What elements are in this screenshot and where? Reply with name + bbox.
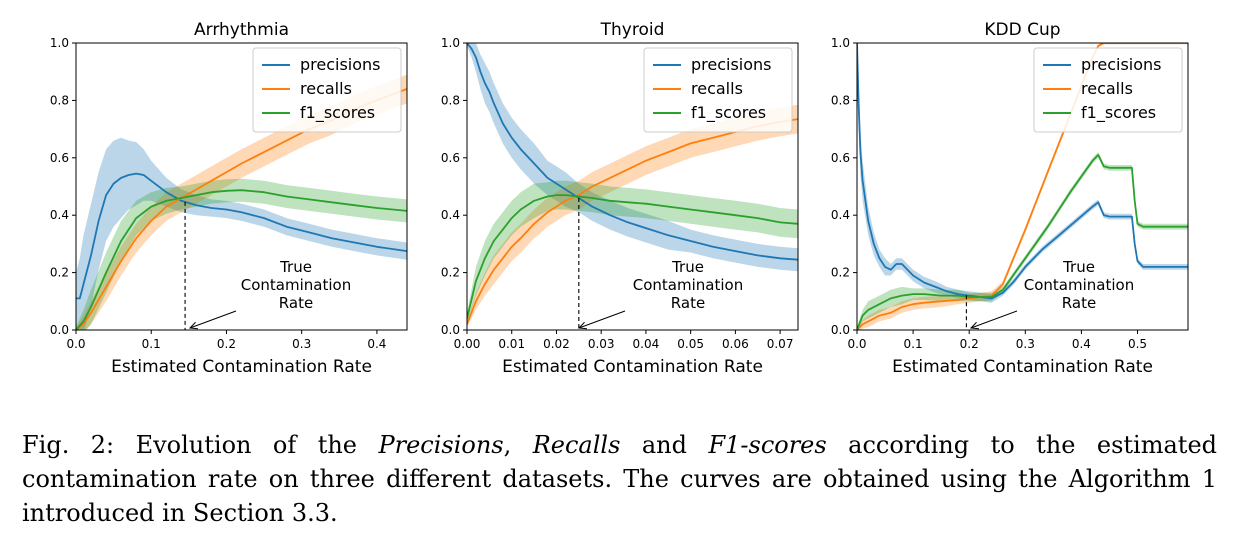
legend-label-f1_scores: f1_scores <box>1081 103 1156 123</box>
panel-arrhythmia: 0.0 0.1 0.2 0.3 0.4 0.0 0.2 0.4 0.6 0.8 1.0 Arrhyth… <box>50 20 408 377</box>
legend-label-recalls: recalls <box>691 79 743 98</box>
annotation-line: Rate <box>1062 294 1096 312</box>
band-f1_scores <box>76 178 407 330</box>
legend: precisions recalls f1_scores <box>1033 47 1183 133</box>
caption-term-precisions: Precisions <box>378 431 504 459</box>
y-tick-label: 0.0 <box>50 323 69 337</box>
y-tick-label: 0.2 <box>441 266 460 280</box>
band-precisions <box>467 43 798 272</box>
line-precisions <box>467 43 798 261</box>
y-tick-label: 0.0 <box>831 323 850 337</box>
x-axis-label: Estimated Contamination Rate <box>892 357 1153 377</box>
axes-frame <box>75 42 408 331</box>
legend-label-precisions: precisions <box>300 55 381 74</box>
panel-title: KDD Cup <box>984 20 1060 40</box>
y-tick-label: 0.8 <box>831 93 850 107</box>
y-tick-label: 0.8 <box>50 93 69 107</box>
annotation-line: True <box>279 258 312 276</box>
x-tick-label: 0.0 <box>847 337 866 351</box>
x-tick-label: 0.05 <box>677 337 704 351</box>
line-precisions <box>857 43 1188 300</box>
legend: precisions recalls f1_scores <box>643 47 793 133</box>
annotation-arrow <box>970 310 1018 329</box>
band-f1_scores <box>467 180 798 325</box>
x-tick-label: 0.1 <box>904 337 923 351</box>
y-tick-label: 0.6 <box>831 151 850 165</box>
legend-box <box>1033 47 1183 133</box>
annotation-arrowhead <box>577 321 588 330</box>
line-f1_scores <box>467 194 798 319</box>
x-tick-label: 0.4 <box>1072 337 1091 351</box>
y-tick-label: 0.2 <box>50 266 69 280</box>
panel-title: Thyroid <box>600 20 665 40</box>
y-tick-label: 0.8 <box>441 93 460 107</box>
legend: precisions recalls f1_scores <box>252 47 402 133</box>
legend-label-f1_scores: f1_scores <box>300 103 375 123</box>
legend-label-recalls: recalls <box>300 79 352 98</box>
caption-sep-2: and <box>620 431 709 459</box>
x-tick-label: 0.01 <box>498 337 525 351</box>
annotation-arrow <box>578 310 626 329</box>
annotation-line: Contamination <box>1024 276 1134 294</box>
y-tick-label: 0.6 <box>441 151 460 165</box>
axes-frame <box>856 42 1189 331</box>
annotation-line: Rate <box>671 294 705 312</box>
legend-label-f1_scores: f1_scores <box>691 103 766 123</box>
caption-rest: according to the estimated contamination… <box>22 431 1218 527</box>
x-tick-label: 0.3 <box>292 337 311 351</box>
x-tick-label: 0.06 <box>722 337 749 351</box>
figure-panels: 0.0 0.1 0.2 0.3 0.4 0.0 0.2 0.4 0.6 0.8 1.0 Arrhyth… <box>50 20 1189 377</box>
legend-label-recalls: recalls <box>1081 79 1133 98</box>
line-recalls <box>467 118 798 325</box>
x-tick-label: 0.2 <box>960 337 979 351</box>
y-tick-label: 0.2 <box>831 266 850 280</box>
y-tick-label: 1.0 <box>831 36 850 50</box>
figure-caption: Fig. 2: Evolution of the Precisions, Rec… <box>22 428 1217 530</box>
legend-box <box>643 47 793 133</box>
line-f1_scores <box>857 153 1188 330</box>
x-tick-label: 0.1 <box>142 337 161 351</box>
annotation-line: Contamination <box>633 276 743 294</box>
x-tick-label: 0.04 <box>633 337 660 351</box>
annotation-arrow <box>189 310 237 329</box>
axes-frame <box>466 42 799 331</box>
x-tick-label: 0.03 <box>588 337 615 351</box>
x-tick-label: 0.5 <box>1128 337 1147 351</box>
x-tick-label: 0.4 <box>367 337 386 351</box>
annotation-line: Contamination <box>241 276 351 294</box>
x-axis-label: Estimated Contamination Rate <box>111 357 372 377</box>
x-tick-label: 0.07 <box>767 337 794 351</box>
annotation-line: Rate <box>279 294 313 312</box>
annotation-line: True <box>671 258 704 276</box>
y-tick-label: 0.0 <box>441 323 460 337</box>
x-tick-label: 0.0 <box>66 337 85 351</box>
caption-sep-1: , <box>503 431 533 459</box>
line-f1_scores <box>76 189 407 330</box>
legend-label-precisions: precisions <box>691 55 772 74</box>
caption-term-recalls: Recalls <box>532 431 621 459</box>
y-tick-label: 1.0 <box>441 36 460 50</box>
legend-label-precisions: precisions <box>1081 55 1162 74</box>
y-tick-label: 0.4 <box>441 208 460 222</box>
caption-term-f1: F1-scores <box>708 431 827 459</box>
y-tick-label: 0.4 <box>50 208 69 222</box>
y-tick-label: 0.6 <box>50 151 69 165</box>
y-tick-label: 0.4 <box>831 208 850 222</box>
annotation-line: True <box>1062 258 1095 276</box>
panel-kdd-cup: 0.0 0.1 0.2 0.3 0.4 0.5 0.0 0.2 0.4 0.6 0.8 1.0 KDD … <box>831 20 1189 377</box>
y-tick-label: 1.0 <box>50 36 69 50</box>
x-tick-label: 0.3 <box>1016 337 1035 351</box>
legend-box <box>252 47 402 133</box>
x-tick-label: 0.2 <box>217 337 236 351</box>
annotation-arrowhead <box>188 321 199 330</box>
x-tick-label: 0.02 <box>543 337 570 351</box>
line-precisions <box>76 172 407 300</box>
x-tick-label: 0.00 <box>454 337 481 351</box>
caption-prefix: Fig. 2: Evolution of the <box>22 431 379 459</box>
x-axis-label: Estimated Contamination Rate <box>502 357 763 377</box>
panel-thyroid: 0.00 0.01 0.02 0.03 0.04 0.05 0.06 0.07 0.0 0.2 0.… <box>441 20 799 377</box>
annotation-arrowhead <box>969 321 980 330</box>
panel-title: Arrhythmia <box>194 20 289 40</box>
